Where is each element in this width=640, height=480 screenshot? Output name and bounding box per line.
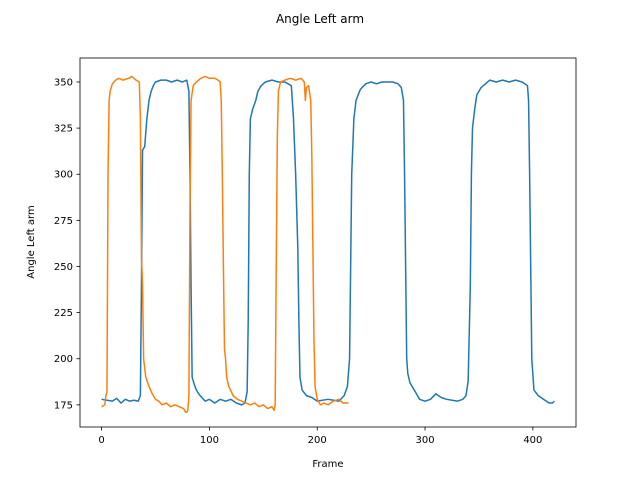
x-axis-ticks: 0 100 200 300 400 [98, 427, 542, 446]
y-tick-label: 300 [54, 170, 73, 181]
axes-frame [79, 57, 577, 428]
y-axis-ticks: 175 200 225 250 275 300 325 350 [54, 77, 80, 411]
plot-area [79, 57, 577, 428]
series-line-1 [101, 79, 555, 406]
y-tick-label: 250 [54, 262, 73, 273]
series-line-2 [101, 75, 349, 413]
y-tick-label: 200 [54, 354, 73, 365]
y-tick-label: 275 [54, 216, 73, 227]
y-tick-label: 350 [54, 77, 73, 88]
x-tick-label: 400 [523, 435, 542, 446]
x-axis-label: Frame [312, 459, 343, 470]
x-tick-label: 200 [308, 435, 327, 446]
chart-title: Angle Left arm [276, 12, 364, 26]
y-axis-label: Angle Left arm [26, 205, 37, 278]
series-layer [101, 75, 555, 413]
y-tick-label: 175 [54, 400, 73, 411]
y-tick-label: 325 [54, 124, 73, 135]
y-tick-label: 225 [54, 308, 73, 319]
x-tick-label: 0 [98, 435, 104, 446]
x-tick-label: 300 [415, 435, 434, 446]
x-tick-label: 100 [200, 435, 219, 446]
